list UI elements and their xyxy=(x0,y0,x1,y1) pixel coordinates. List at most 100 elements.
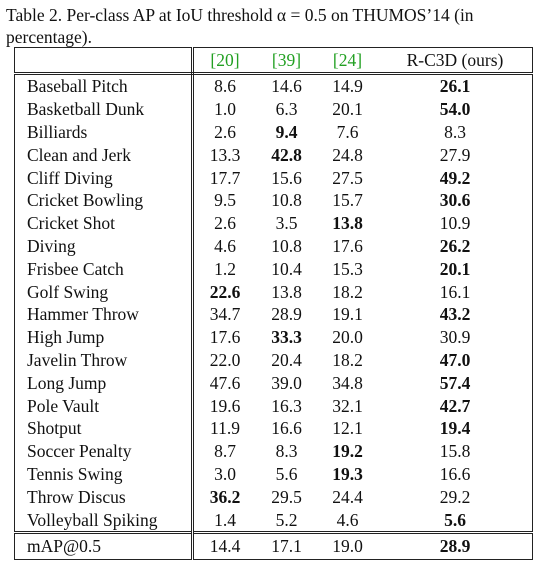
corner-cell xyxy=(14,47,194,75)
value-cell: 39.0 xyxy=(271,372,302,393)
value-cell: 28.9 xyxy=(271,304,302,325)
row-label: Cricket Shot xyxy=(14,211,194,235)
data-row: Shotput 11.9 16.6 12.1 19.4 xyxy=(14,416,533,440)
value-cell: 30.6 xyxy=(439,190,471,211)
data-row: Hammer Throw 34.7 28.9 19.1 43.2 xyxy=(14,302,533,326)
value-cell: 16.1 xyxy=(439,281,471,302)
data-row: Throw Discus 36.2 29.5 24.4 29.2 xyxy=(14,485,533,509)
row-label: Shotput xyxy=(14,416,194,440)
value-cell: 19.2 xyxy=(332,441,363,462)
value-cell: 17.1 xyxy=(256,530,317,560)
data-row: Long Jump 47.6 39.0 34.8 57.4 xyxy=(14,371,533,395)
value-cell: 20.0 xyxy=(332,327,363,348)
value-cell: 19.0 xyxy=(317,530,378,560)
value-cell: 16.3 xyxy=(271,395,302,416)
value-cell: 34.8 xyxy=(332,372,363,393)
column-header: R-C3D (ours) xyxy=(378,47,533,75)
value-cell: 43.2 xyxy=(439,304,471,325)
value-cell: 3.5 xyxy=(275,213,298,234)
value-cell: 6.3 xyxy=(275,99,298,120)
data-row: Cliff Diving 17.7 15.6 27.5 49.2 xyxy=(14,166,533,189)
column-header: [24] xyxy=(317,47,378,75)
value-cell: 1.2 xyxy=(214,258,236,279)
data-row: Clean and Jerk 13.3 42.8 24.8 27.9 xyxy=(14,143,533,167)
value-cell: 26.2 xyxy=(439,235,471,256)
row-label: High Jump xyxy=(14,325,194,349)
value-cell: 29.5 xyxy=(271,486,302,507)
row-label: Billiards xyxy=(14,120,194,144)
value-cell: 22.0 xyxy=(209,349,241,370)
data-row: Frisbee Catch 1.2 10.4 15.3 20.1 xyxy=(14,257,533,281)
row-label: Frisbee Catch xyxy=(14,257,194,281)
value-cell: 42.8 xyxy=(271,144,302,165)
value-cell: 13.3 xyxy=(209,144,241,165)
value-cell: 9.5 xyxy=(214,190,236,211)
value-cell: 4.6 xyxy=(214,235,236,256)
value-cell: 42.7 xyxy=(439,395,471,416)
value-cell: 27.5 xyxy=(332,167,363,188)
row-label: Clean and Jerk xyxy=(14,143,194,167)
row-label: mAP@0.5 xyxy=(14,530,194,560)
value-cell: 10.4 xyxy=(271,258,302,279)
data-row: Tennis Swing 3.0 5.6 19.3 16.6 xyxy=(14,462,533,486)
value-cell: 11.9 xyxy=(210,418,240,439)
value-cell: 24.4 xyxy=(332,486,363,507)
row-label: Long Jump xyxy=(14,371,194,395)
data-row: Javelin Throw 22.0 20.4 18.2 47.0 xyxy=(14,348,533,372)
value-cell: 17.7 xyxy=(209,167,241,188)
value-cell: 5.6 xyxy=(275,463,298,484)
value-cell: 29.2 xyxy=(439,486,471,507)
value-cell: 1.4 xyxy=(214,509,236,530)
value-cell: 20.4 xyxy=(271,349,302,370)
value-cell: 13.8 xyxy=(271,281,302,302)
row-label: Hammer Throw xyxy=(14,302,194,326)
data-row: Golf Swing 22.6 13.8 18.2 16.1 xyxy=(14,280,533,303)
data-row: Volleyball Spiking 1.4 5.2 4.6 5.6 xyxy=(14,508,533,533)
data-row: Baseball Pitch 8.6 14.6 14.9 26.1 xyxy=(14,73,533,98)
value-cell: 54.0 xyxy=(439,99,471,120)
data-row: Basketball Dunk 1.0 6.3 20.1 54.0 xyxy=(14,97,533,121)
data-row: Soccer Penalty 8.7 8.3 19.2 15.8 xyxy=(14,439,533,463)
value-cell: 8.3 xyxy=(275,441,298,462)
value-cell: 57.4 xyxy=(439,372,471,393)
row-label: Volleyball Spiking xyxy=(14,508,194,533)
value-cell: 10.8 xyxy=(271,190,302,211)
row-label: Throw Discus xyxy=(14,485,194,509)
row-label: Cricket Bowling xyxy=(14,188,194,212)
row-label: Pole Vault xyxy=(14,394,194,417)
value-cell: 20.1 xyxy=(439,258,471,279)
table-caption: Table 2. Per-class AP at IoU threshold α… xyxy=(6,5,474,47)
value-cell: 32.1 xyxy=(332,395,363,416)
value-cell: 33.3 xyxy=(271,327,302,348)
value-cell: 15.6 xyxy=(271,167,302,188)
value-cell: 2.6 xyxy=(214,121,236,142)
value-cell: 26.1 xyxy=(439,76,471,97)
value-cell: 10.8 xyxy=(271,235,302,256)
value-cell: 34.7 xyxy=(209,304,241,325)
row-label: Tennis Swing xyxy=(14,462,194,486)
value-cell: 15.8 xyxy=(439,441,471,462)
value-cell: 19.4 xyxy=(439,418,471,439)
value-cell: 7.6 xyxy=(336,121,359,142)
row-label: Diving xyxy=(14,234,194,258)
value-cell: 9.4 xyxy=(275,121,298,142)
data-row: Cricket Bowling 9.5 10.8 15.7 30.6 xyxy=(14,188,533,212)
value-cell: 8.3 xyxy=(444,121,466,142)
value-cell: 14.9 xyxy=(332,76,363,97)
row-label: Soccer Penalty xyxy=(14,439,194,463)
value-cell: 12.1 xyxy=(332,418,363,439)
value-cell: 15.7 xyxy=(332,190,363,211)
data-row: Diving 4.6 10.8 17.6 26.2 xyxy=(14,234,533,258)
value-cell: 16.6 xyxy=(271,418,302,439)
column-header: [39] xyxy=(256,47,317,75)
value-cell: 30.9 xyxy=(439,327,471,348)
value-cell: 17.6 xyxy=(209,327,241,348)
value-cell: 5.2 xyxy=(275,509,298,530)
value-cell: 19.6 xyxy=(209,395,241,416)
value-cell: 49.2 xyxy=(439,167,471,188)
value-cell: 14.4 xyxy=(192,530,256,560)
value-cell: 4.6 xyxy=(336,509,359,530)
row-label: Javelin Throw xyxy=(14,348,194,372)
row-label: Baseball Pitch xyxy=(14,73,194,98)
value-cell: 2.6 xyxy=(214,213,236,234)
